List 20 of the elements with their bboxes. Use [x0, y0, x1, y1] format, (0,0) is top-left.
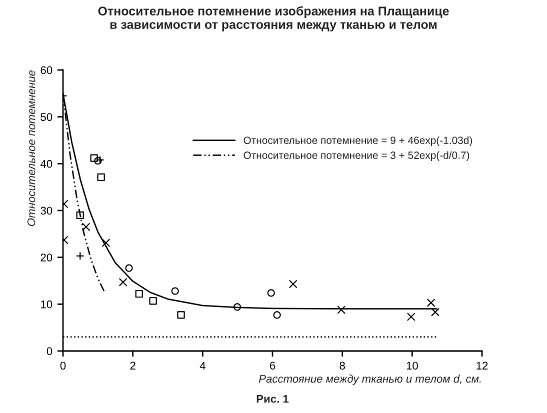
- y-tick-label: 50: [40, 113, 52, 121]
- y-tick-label: 20: [40, 254, 52, 262]
- x-tick-label: 4: [200, 362, 206, 370]
- legend-label: Относительное потемнение = 9 + 46exp(-1.03d): [244, 136, 472, 146]
- x-tick-label: 8: [340, 362, 345, 370]
- x-tick-label: 2: [130, 362, 136, 370]
- y-tick-label: 30: [40, 206, 52, 215]
- y-tick-label: 40: [40, 160, 52, 168]
- legend-label: Относительное потемнение = 3 + 52exp(-d/0.7): [244, 151, 470, 161]
- chart-title: Относительное потемнение изображения на Плащанице в зависимости от расстояния между тканью и телом: [98, 6, 449, 32]
- x-tick-label: 10: [406, 362, 418, 370]
- text: Рис. 1: [256, 395, 289, 403]
- x-tick-label: 12: [476, 362, 488, 370]
- y-axis-title: Относительное потемнение: [27, 70, 36, 226]
- x-tick-label: 0: [60, 362, 66, 370]
- x-axis-title: Расстояние между тканью и телом d, см.: [258, 374, 481, 385]
- y-tick-label: 60: [40, 66, 52, 74]
- y-tick-label: 10: [41, 300, 52, 308]
- x-tick-label: 6: [270, 362, 276, 370]
- y-tick-label: 0: [46, 347, 52, 356]
